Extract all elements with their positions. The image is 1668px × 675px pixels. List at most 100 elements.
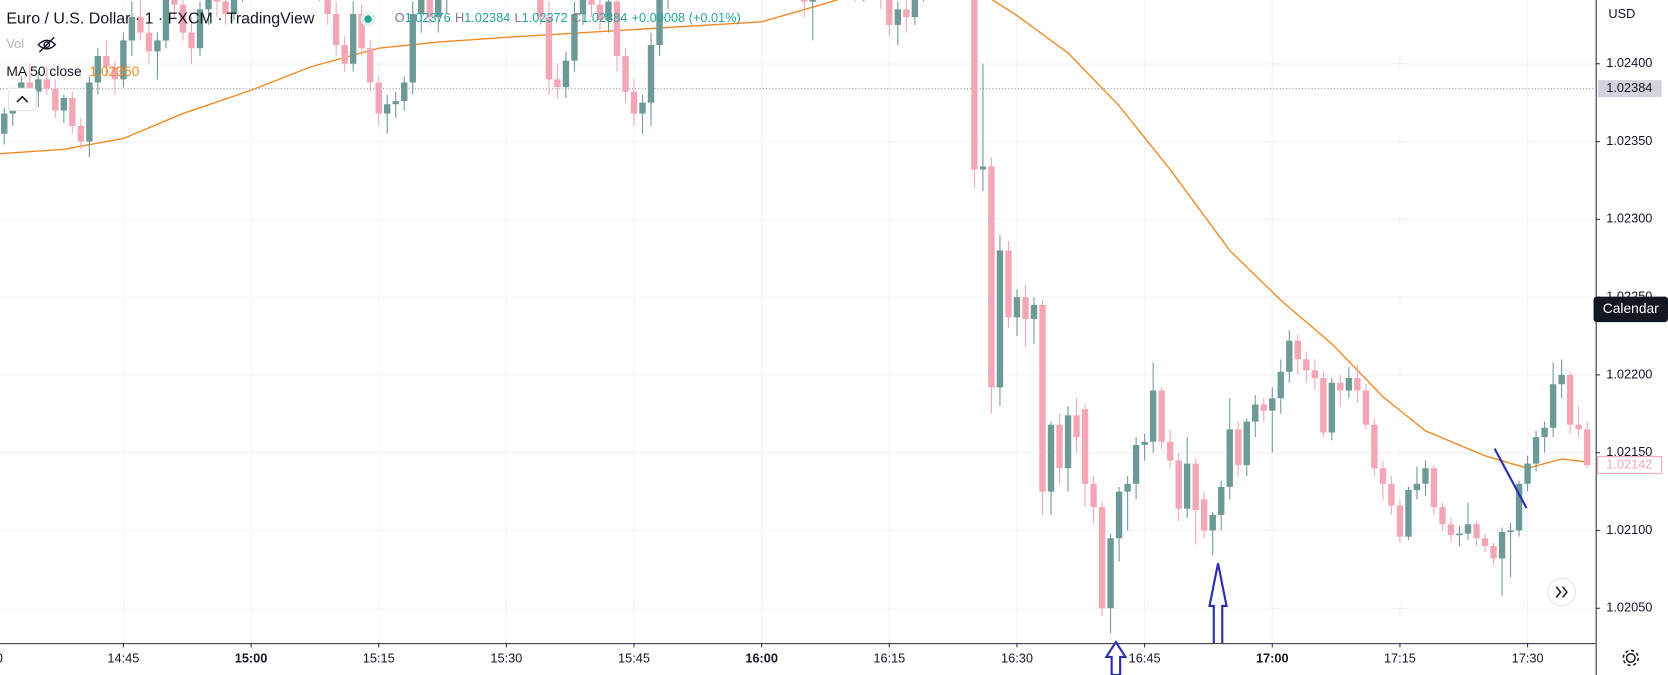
candle-body bbox=[1464, 524, 1472, 534]
y-tick-label: 1.02200 bbox=[1606, 366, 1652, 381]
candle-body bbox=[1175, 460, 1182, 509]
candle-body bbox=[1320, 378, 1327, 433]
candle-body bbox=[545, 17, 553, 80]
trend-line-drawing[interactable] bbox=[1493, 448, 1528, 509]
readout-value: 1.02376 bbox=[405, 11, 451, 26]
candle-body bbox=[205, 0, 212, 10]
candle-body bbox=[1303, 359, 1310, 371]
candle-body bbox=[1575, 424, 1582, 430]
candle-body bbox=[401, 82, 408, 102]
candle-body bbox=[537, 0, 544, 18]
candle-body bbox=[1337, 382, 1344, 391]
candle-body bbox=[1269, 398, 1276, 411]
x-tick-label: 15:30 bbox=[490, 650, 522, 665]
candle-body bbox=[1260, 404, 1267, 411]
tooltip: Calendar bbox=[1593, 296, 1668, 323]
candle-body bbox=[418, 0, 425, 15]
grid bbox=[0, 0, 1596, 644]
candle-body bbox=[1252, 404, 1259, 422]
candle-body bbox=[120, 40, 127, 80]
candle-body bbox=[1115, 491, 1123, 539]
candle-body bbox=[196, 9, 204, 49]
scroll-to-end-button[interactable] bbox=[1547, 577, 1576, 607]
x-tick-label: 16:00 bbox=[745, 650, 778, 665]
x-tick-label: 17:15 bbox=[1384, 650, 1416, 665]
x-tick-label: 16:15 bbox=[873, 650, 905, 665]
readout-key: C bbox=[572, 11, 581, 26]
candle-body bbox=[1243, 421, 1250, 466]
candle-body bbox=[622, 56, 629, 92]
arrow-drawing[interactable] bbox=[1104, 640, 1128, 675]
candle-body bbox=[1286, 340, 1293, 372]
y-tick-label: 1.02300 bbox=[1606, 211, 1652, 226]
plot-area bbox=[0, 0, 1591, 634]
candle-body bbox=[562, 60, 570, 88]
candle-body bbox=[162, 0, 170, 41]
candle-body bbox=[145, 32, 153, 52]
x-tick-label: 15:45 bbox=[618, 650, 650, 665]
y-tick-label: 1.02150 bbox=[1606, 444, 1652, 459]
last-price-box bbox=[1597, 456, 1663, 475]
candle-body bbox=[996, 250, 1004, 388]
candle-body bbox=[1073, 415, 1080, 438]
candle-body bbox=[435, 0, 442, 18]
status-dot bbox=[364, 15, 372, 23]
candle-body bbox=[1311, 370, 1319, 379]
candle-body bbox=[1166, 441, 1174, 461]
candle-body bbox=[154, 40, 161, 52]
price-axis-panel bbox=[1595, 0, 1668, 675]
candle-body bbox=[94, 56, 102, 83]
candle-body bbox=[1005, 250, 1012, 318]
candle-body bbox=[630, 91, 638, 114]
candle-body bbox=[647, 45, 655, 103]
chart-title: Euro / U.S. Dollar · 1 · FXCM · TradingV… bbox=[6, 10, 315, 27]
x-tick-label: 16:45 bbox=[1129, 650, 1161, 665]
settings-button[interactable] bbox=[1622, 649, 1639, 667]
ma-line bbox=[0, 0, 1588, 469]
ma-legend: MA 50 close bbox=[6, 63, 82, 79]
volume-label: Vol bbox=[6, 36, 24, 51]
candle-body bbox=[571, 14, 578, 61]
candle-body bbox=[1583, 429, 1591, 466]
candle-body bbox=[230, 0, 238, 15]
candle-body bbox=[1098, 507, 1106, 609]
hover-price-box bbox=[1597, 80, 1662, 98]
candle-body bbox=[1328, 382, 1336, 433]
candle-body bbox=[1158, 390, 1165, 442]
readout-value: 1.02372 bbox=[522, 11, 568, 26]
x-tick-label: 15:00 bbox=[235, 650, 268, 665]
readout-key: L bbox=[515, 11, 522, 26]
candle-body bbox=[613, 1, 621, 57]
candle-body bbox=[1192, 463, 1199, 511]
candle-body bbox=[1209, 514, 1216, 531]
last-price-label: 1.02142 bbox=[1606, 457, 1652, 472]
candle-body bbox=[1022, 297, 1029, 319]
ohlc-readout: O1.02376 H1.02384 L1.02372 C1.02384 +0.00008… bbox=[395, 11, 741, 26]
candle-body bbox=[1549, 384, 1557, 428]
readout-change: +0.00008 (+0.01%) bbox=[632, 11, 741, 26]
candle-body bbox=[35, 79, 42, 92]
candle-body bbox=[358, 14, 365, 49]
candle-body bbox=[903, 9, 910, 18]
currency-label[interactable]: USD bbox=[1608, 6, 1635, 21]
candle-body bbox=[971, 0, 978, 170]
candle-body bbox=[1218, 486, 1225, 515]
candle-body bbox=[128, 17, 136, 41]
candle-body bbox=[1354, 378, 1361, 391]
candle-body bbox=[596, 4, 604, 21]
x-tick-label: 17:00 bbox=[1256, 650, 1289, 665]
x-tick-label: 16:30 bbox=[1001, 650, 1033, 665]
candle-body bbox=[1507, 530, 1514, 533]
candle-body bbox=[384, 104, 391, 114]
x-tick-label: 30 bbox=[0, 650, 3, 665]
ma-value: 1.02350 bbox=[89, 63, 139, 79]
collapse-button[interactable] bbox=[7, 87, 37, 112]
candle-body bbox=[809, 0, 816, 2]
candle-body bbox=[1013, 297, 1021, 318]
candle-body bbox=[69, 98, 76, 127]
candle-body bbox=[1081, 409, 1089, 484]
candle-body bbox=[1294, 340, 1301, 360]
hide-icon[interactable] bbox=[37, 36, 57, 53]
